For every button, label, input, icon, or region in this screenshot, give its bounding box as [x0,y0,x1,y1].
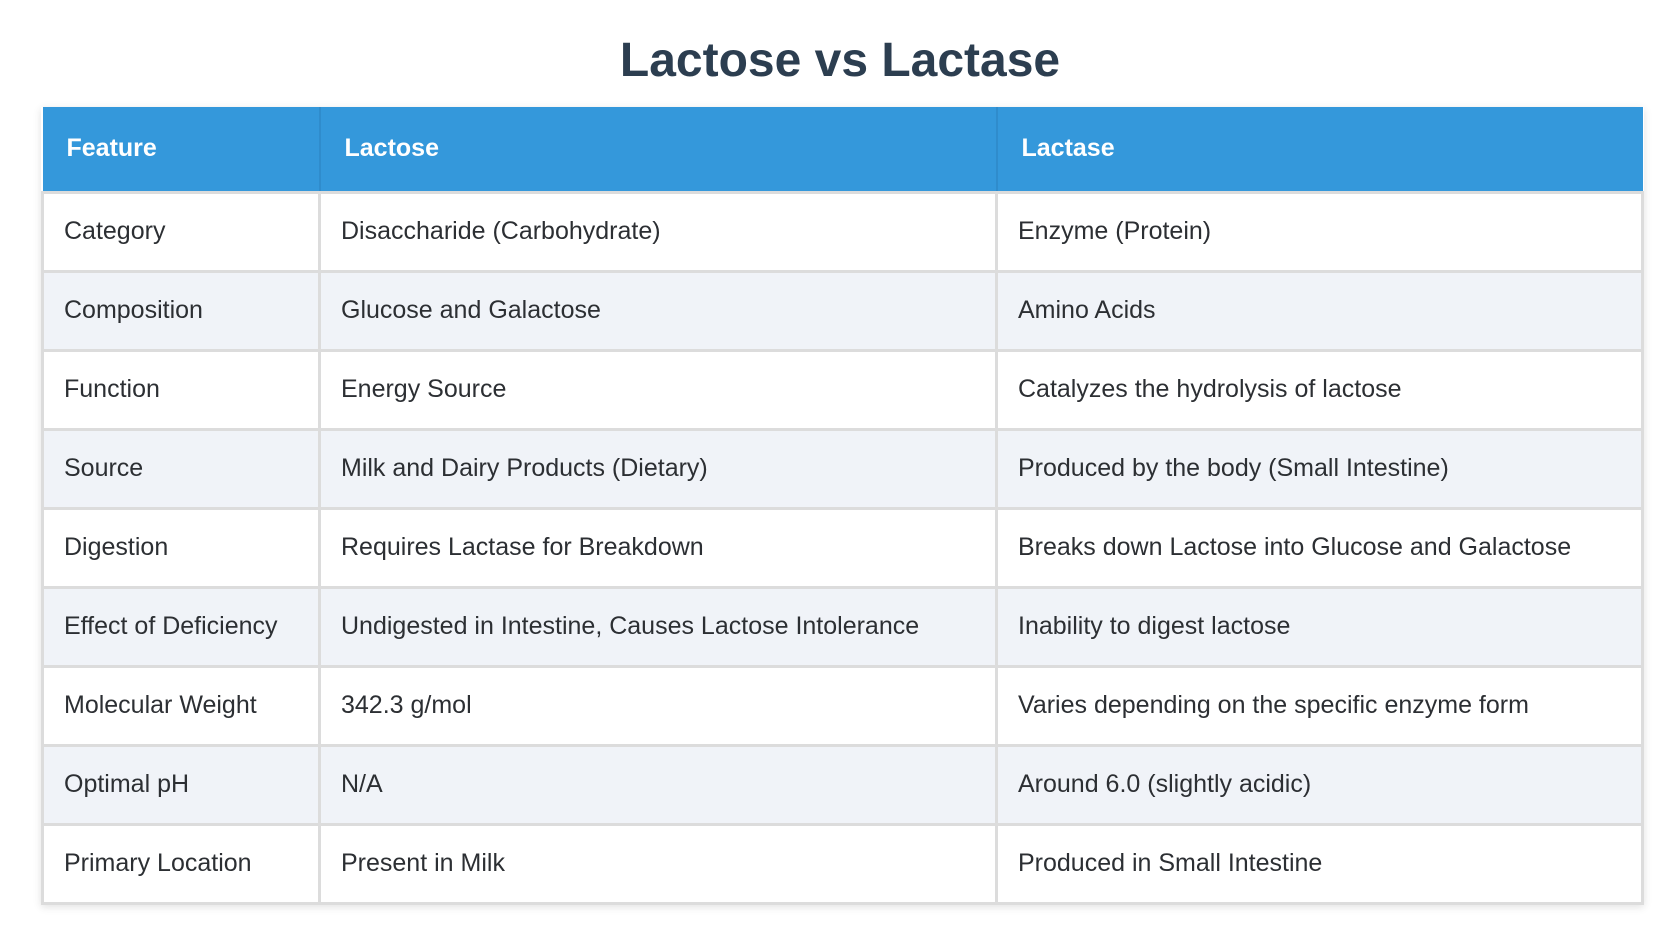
lactase-cell: Produced in Small Intestine [995,822,1644,905]
feature-cell: Digestion [41,506,321,589]
column-header-lactose: Lactose [319,107,998,192]
table-header-row: Feature Lactose Lactase [42,107,1643,192]
table-row: Composition Glucose and Galactose Amino … [41,269,1644,352]
table-row: Optimal pH N/A Around 6.0 (slightly acid… [41,743,1644,826]
lactase-cell: Inability to digest lactose [995,585,1644,668]
feature-cell: Optimal pH [41,743,321,826]
table-header: Feature Lactose Lactase [42,107,1643,192]
table-row: Function Energy Source Catalyzes the hyd… [41,348,1644,431]
table-row: Digestion Requires Lactase for Breakdown… [41,506,1644,589]
comparison-table-container: Feature Lactose Lactase Category Disacch… [41,107,1644,905]
column-header-lactase: Lactase [996,107,1643,192]
lactase-cell: Breaks down Lactose into Glucose and Gal… [995,506,1644,589]
page-title: Lactose vs Lactase [619,34,1061,87]
lactose-cell: Requires Lactase for Breakdown [318,506,998,589]
column-header-feature: Feature [42,107,321,192]
lactase-cell: Enzyme (Protein) [995,190,1644,273]
table-row: Molecular Weight 342.3 g/mol Varies depe… [41,664,1644,747]
feature-cell: Category [41,190,321,273]
feature-cell: Function [41,348,321,431]
table-body: Category Disaccharide (Carbohydrate) Enz… [41,190,1644,905]
lactose-cell: Disaccharide (Carbohydrate) [318,190,998,273]
table-row: Primary Location Present in Milk Produce… [41,822,1644,905]
lactase-cell: Around 6.0 (slightly acidic) [995,743,1644,826]
lactose-cell: N/A [318,743,998,826]
lactase-cell: Catalyzes the hydrolysis of lactose [995,348,1644,431]
lactose-cell: Glucose and Galactose [318,269,998,352]
lactase-cell: Varies depending on the specific enzyme … [995,664,1644,747]
lactase-cell: Produced by the body (Small Intestine) [995,427,1644,510]
table-row: Category Disaccharide (Carbohydrate) Enz… [41,190,1644,273]
feature-cell: Source [41,427,321,510]
lactose-cell: Milk and Dairy Products (Dietary) [318,427,998,510]
feature-cell: Composition [41,269,321,352]
feature-cell: Molecular Weight [41,664,321,747]
table-row: Effect of Deficiency Undigested in Intes… [41,585,1644,668]
lactase-cell: Amino Acids [995,269,1644,352]
comparison-table: Feature Lactose Lactase Category Disacch… [41,107,1644,905]
feature-cell: Primary Location [41,822,321,905]
lactose-cell: Energy Source [318,348,998,431]
lactose-cell: Present in Milk [318,822,998,905]
table-row: Source Milk and Dairy Products (Dietary)… [41,427,1644,510]
feature-cell: Effect of Deficiency [41,585,321,668]
lactose-cell: Undigested in Intestine, Causes Lactose … [318,585,998,668]
lactose-cell: 342.3 g/mol [318,664,998,747]
